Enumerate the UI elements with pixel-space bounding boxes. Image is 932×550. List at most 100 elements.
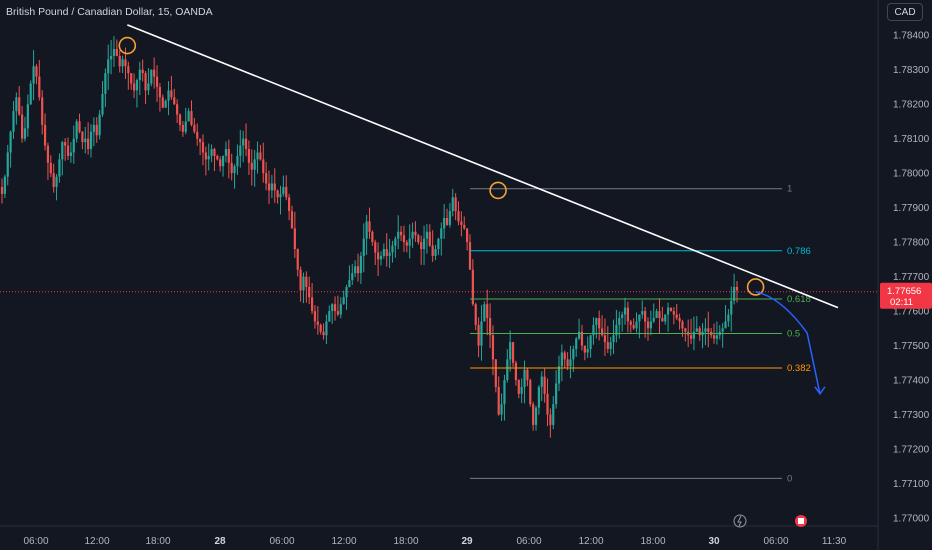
candle (199, 138, 202, 156)
candle (322, 323, 325, 340)
candle (560, 344, 563, 382)
candle-body (75, 121, 78, 139)
candle-body (43, 124, 47, 146)
candle-body (586, 349, 589, 353)
candle-body (3, 176, 6, 194)
price-tick-label: 1.77600 (893, 307, 930, 318)
candle (299, 266, 302, 302)
candle (201, 134, 205, 166)
candle (23, 116, 27, 142)
candle (293, 211, 296, 258)
candle-body (678, 318, 681, 322)
candle (371, 230, 374, 246)
candle (150, 69, 153, 87)
candle (494, 359, 497, 393)
candle-body (371, 231, 374, 243)
candle-body (150, 69, 153, 84)
candle (0, 178, 4, 204)
candle (451, 188, 454, 217)
candle-body (451, 197, 454, 212)
candle (626, 301, 629, 333)
fib-level-label: 0.5 (787, 329, 800, 340)
candle-body (155, 76, 159, 87)
candle (181, 120, 184, 137)
candle (112, 36, 116, 67)
candle (319, 323, 322, 335)
candle (250, 149, 253, 186)
candle (101, 81, 104, 117)
candle (488, 303, 492, 349)
candle (468, 234, 472, 270)
candle-body (244, 138, 248, 150)
price-tick-label: 1.77900 (893, 203, 930, 214)
candle (707, 311, 710, 348)
candle-body (609, 342, 612, 350)
candle-body (288, 197, 291, 212)
fib-level-label: 0.618 (787, 294, 811, 305)
candle (666, 302, 670, 332)
candle (463, 216, 466, 230)
candle-body (411, 231, 414, 239)
candle (658, 298, 661, 333)
candle (529, 378, 532, 407)
candle (701, 323, 704, 349)
candle-body (414, 231, 417, 236)
candle-body (474, 304, 477, 325)
candle (365, 214, 368, 255)
candle-body (26, 104, 29, 129)
candle-body (466, 228, 469, 243)
candle (104, 68, 107, 108)
candle-body (391, 245, 394, 253)
candle (124, 47, 127, 79)
fib-level-label: 0.786 (787, 246, 811, 257)
candle-body (603, 335, 607, 343)
candle (219, 156, 222, 172)
candle-body (273, 183, 276, 191)
candle (466, 228, 469, 251)
candle (580, 324, 584, 351)
candle (362, 223, 365, 273)
candle (422, 225, 426, 265)
candle (649, 310, 652, 336)
time-tick-label: 06:00 (269, 536, 294, 547)
candle-body (46, 145, 50, 163)
price-badge-value: 1.77656 (887, 286, 921, 297)
candle-body (635, 321, 638, 329)
calendar-icon-page (798, 518, 804, 524)
candle-body (193, 124, 196, 132)
candle (84, 126, 87, 154)
candle (457, 201, 460, 226)
candle (368, 207, 371, 239)
candles (0, 36, 739, 438)
candle (618, 311, 621, 339)
chart-title: British Pound / Canadian Dollar, 15, OAN… (6, 6, 213, 18)
candle-body (434, 249, 437, 256)
candle-body (233, 166, 236, 174)
candle (230, 153, 233, 181)
candle (115, 39, 118, 57)
candle-body (448, 211, 451, 225)
candle (583, 345, 586, 361)
candle (348, 265, 351, 288)
candle-body (552, 404, 555, 425)
candle-body (310, 297, 314, 312)
candle (509, 330, 512, 372)
candle (391, 240, 394, 263)
candle-body (9, 131, 12, 153)
candle (638, 314, 641, 339)
candle (534, 405, 538, 431)
currency-button[interactable]: CAD (887, 3, 923, 21)
candle (276, 189, 279, 204)
candle-body (0, 186, 4, 194)
candle-body (589, 335, 592, 350)
candle-body (365, 221, 368, 239)
candle-body (265, 173, 268, 184)
candle-body (104, 73, 107, 94)
candle-body (356, 266, 360, 274)
candle-body (32, 66, 35, 84)
candle (216, 154, 219, 161)
candle-body (506, 359, 509, 381)
candle (72, 125, 75, 164)
